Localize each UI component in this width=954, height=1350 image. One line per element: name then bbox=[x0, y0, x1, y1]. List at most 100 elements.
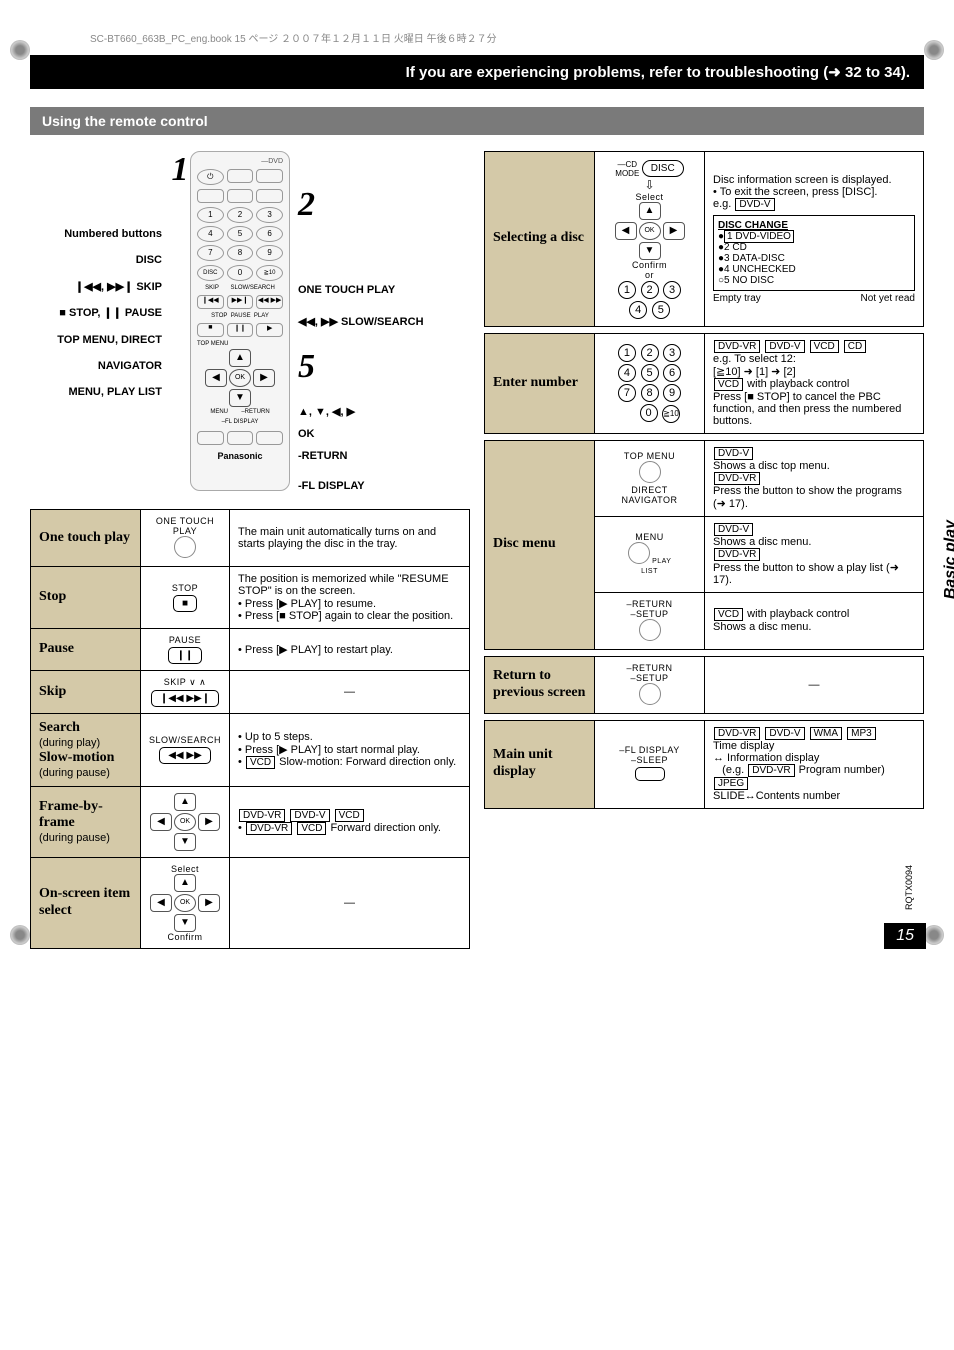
fn-desc: • Press [▶ PLAY] to restart play. bbox=[230, 629, 470, 671]
fn-button: PAUSE ❙❙ bbox=[141, 629, 230, 671]
step1-num: 1 bbox=[172, 151, 189, 188]
fn-desc: DVD-VR DVD-V WMA MP3 Time display ↔ Info… bbox=[705, 720, 924, 808]
ok-btn: OK bbox=[174, 894, 196, 912]
left-btn: ◀ bbox=[205, 369, 227, 387]
right-column: Selecting a disc —CD MODE DISC ⇩ Select … bbox=[484, 151, 924, 955]
up-btn: ▲ bbox=[174, 793, 196, 811]
fn-button: Select ▲ ◀OK▶ ▼ Confirm bbox=[141, 857, 230, 948]
fn-name: Pause bbox=[31, 629, 141, 671]
fn-desc: DVD-VR DVD-V VCD• DVD-VR VCD Forward dir… bbox=[230, 786, 470, 857]
table-row: Main unit display –FL DISPLAY –SLEEP DVD… bbox=[485, 720, 924, 808]
left-functions-table: One touch play ONE TOUCH PLAY The main u… bbox=[30, 509, 470, 949]
label: ◀◀, ▶▶ SLOW/SEARCH bbox=[298, 311, 430, 333]
stop-btn: ■ bbox=[197, 323, 224, 337]
table-row: Frame-by-frame (during pause) ▲ ◀OK▶ ▼ D… bbox=[31, 786, 470, 857]
reg-mark-icon bbox=[10, 40, 30, 60]
menu-icon bbox=[628, 542, 650, 564]
up-btn: ▲ bbox=[174, 874, 196, 892]
fn-name: Enter number bbox=[485, 333, 595, 433]
remote-btn bbox=[227, 169, 254, 183]
search-btn: ◀◀ ▶▶ bbox=[256, 295, 283, 309]
label: ■ STOP, ❙❙ PAUSE bbox=[30, 300, 162, 326]
search-icon: ◀◀ ▶▶ bbox=[159, 747, 211, 764]
right-btn: ▶ bbox=[253, 369, 275, 387]
num-btn: 4 bbox=[197, 226, 224, 242]
diagram-right-labels: 2 ONE TOUCH PLAY ◀◀, ▶▶ SLOW/SEARCH 5 ▲,… bbox=[290, 151, 430, 497]
fn-desc: — bbox=[230, 671, 470, 714]
fn-name: One touch play bbox=[31, 510, 141, 567]
fn-desc: VCD with playback controlShows a disc me… bbox=[705, 592, 924, 649]
fn-button: ONE TOUCH PLAY bbox=[141, 510, 230, 567]
fn-button: –RETURN –SETUP bbox=[595, 656, 705, 713]
down-btn: ▼ bbox=[174, 914, 196, 932]
left-column: Numbered buttons DISC ❙◀◀, ▶▶❙ SKIP ■ ST… bbox=[30, 151, 470, 955]
enter-number-table: Enter number 1 2 3 4 5 6 7 8 9 0 ≧10 DVD… bbox=[484, 333, 924, 434]
reg-mark-icon bbox=[924, 925, 944, 945]
skip-btn: ❙◀◀ bbox=[197, 295, 224, 309]
table-row: One touch play ONE TOUCH PLAY The main u… bbox=[31, 510, 470, 567]
remote-btn bbox=[256, 169, 283, 183]
num-btn: 5 bbox=[227, 226, 254, 242]
fn-button: –RETURN –SETUP bbox=[595, 592, 705, 649]
table-row: Stop STOP ■ The position is memorized wh… bbox=[31, 567, 470, 629]
table-row: Search (during play) Slow-motion (during… bbox=[31, 714, 470, 787]
table-row: On-screen item select Select ▲ ◀OK▶ ▼ Co… bbox=[31, 857, 470, 948]
fl-display-icon bbox=[635, 767, 665, 781]
side-tab-label: Basic play bbox=[942, 520, 954, 599]
down-btn: ▼ bbox=[174, 833, 196, 851]
return-icon bbox=[639, 683, 661, 705]
remote-btn bbox=[256, 189, 283, 203]
remote-btn bbox=[227, 431, 254, 445]
step5-num: 5 bbox=[298, 348, 315, 385]
label: -FL DISPLAY bbox=[298, 475, 430, 497]
page-header: If you are experiencing problems, refer … bbox=[30, 55, 924, 89]
fn-name: Frame-by-frame (during pause) bbox=[31, 786, 141, 857]
fn-name: Skip bbox=[31, 671, 141, 714]
fn-name: Stop bbox=[31, 567, 141, 629]
fn-name: Return to previous screen bbox=[485, 656, 595, 713]
num-btn: 2 bbox=[227, 207, 254, 223]
ok-btn: OK bbox=[174, 813, 196, 831]
table-row: Selecting a disc —CD MODE DISC ⇩ Select … bbox=[485, 152, 924, 327]
label: -RETURN bbox=[298, 445, 430, 467]
fn-button: STOP ■ bbox=[141, 567, 230, 629]
fn-button: —CD MODE DISC ⇩ Select ▲ ◀OK▶ ▼ Confirm … bbox=[595, 152, 705, 327]
remote-btn bbox=[197, 431, 224, 445]
num-btn: 8 bbox=[227, 245, 254, 261]
fn-name: Selecting a disc bbox=[485, 152, 595, 327]
reg-mark-icon bbox=[10, 925, 30, 945]
selecting-disc-table: Selecting a disc —CD MODE DISC ⇩ Select … bbox=[484, 151, 924, 327]
label: DISC bbox=[30, 247, 162, 273]
fn-desc: • Up to 5 steps. • Press [▶ PLAY] to sta… bbox=[230, 714, 470, 787]
brand-label: Panasonic bbox=[197, 451, 283, 461]
left-btn: ◀ bbox=[150, 894, 172, 912]
right-btn: ▶ bbox=[198, 894, 220, 912]
fn-name: Main unit display bbox=[485, 720, 595, 808]
fn-desc: DVD-VShows a disc top menu. DVD-VRPress … bbox=[705, 440, 924, 516]
table-row: Pause PAUSE ❙❙ • Press [▶ PLAY] to resta… bbox=[31, 629, 470, 671]
doc-code: RQTX0094 bbox=[904, 865, 914, 910]
remote-btn: ⏻ bbox=[197, 169, 224, 185]
fn-button: MENU PLAY LIST bbox=[595, 516, 705, 592]
pause-btn: ❙❙ bbox=[227, 323, 254, 337]
reg-mark-icon bbox=[924, 40, 944, 60]
fn-desc: — bbox=[705, 656, 924, 713]
fn-button: ▲ ◀OK▶ ▼ bbox=[141, 786, 230, 857]
fn-desc: The position is memorized while "RESUME … bbox=[230, 567, 470, 629]
ok-btn: OK bbox=[229, 369, 251, 387]
label: ONE TOUCH PLAY bbox=[298, 279, 430, 301]
table-row: Enter number 1 2 3 4 5 6 7 8 9 0 ≧10 DVD… bbox=[485, 333, 924, 433]
up-btn: ▲ bbox=[229, 349, 251, 367]
num-btn: 6 bbox=[256, 226, 283, 242]
pause-icon: ❙❙ bbox=[168, 647, 203, 664]
label: ▲, ▼, ◀, ▶ OK bbox=[298, 401, 430, 445]
table-row: Return to previous screen –RETURN –SETUP… bbox=[485, 656, 924, 713]
label: TOP MENU, DIRECT NAVIGATOR bbox=[30, 327, 162, 380]
diagram-left-labels: Numbered buttons DISC ❙◀◀, ▶▶❙ SKIP ■ ST… bbox=[30, 151, 170, 406]
fn-button: SKIP ∨ ∧ ❙◀◀ ▶▶❙ bbox=[141, 671, 230, 714]
down-btn: ▼ bbox=[229, 389, 251, 407]
left-btn: ◀ bbox=[150, 813, 172, 831]
remote-btn bbox=[256, 431, 283, 445]
skip-btn: ▶▶❙ bbox=[227, 295, 254, 309]
fn-desc: Disc information screen is displayed. • … bbox=[705, 152, 924, 327]
